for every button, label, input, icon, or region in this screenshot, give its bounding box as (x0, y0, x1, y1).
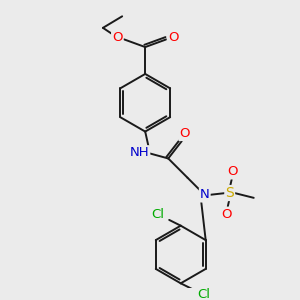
Text: O: O (227, 165, 238, 178)
Text: Cl: Cl (197, 288, 210, 300)
Text: O: O (179, 127, 190, 140)
Text: NH: NH (130, 146, 149, 159)
Text: S: S (225, 186, 234, 200)
Text: Cl: Cl (151, 208, 164, 221)
Text: O: O (222, 208, 232, 221)
Text: O: O (112, 31, 123, 44)
Text: O: O (168, 31, 178, 44)
Text: N: N (200, 188, 210, 202)
